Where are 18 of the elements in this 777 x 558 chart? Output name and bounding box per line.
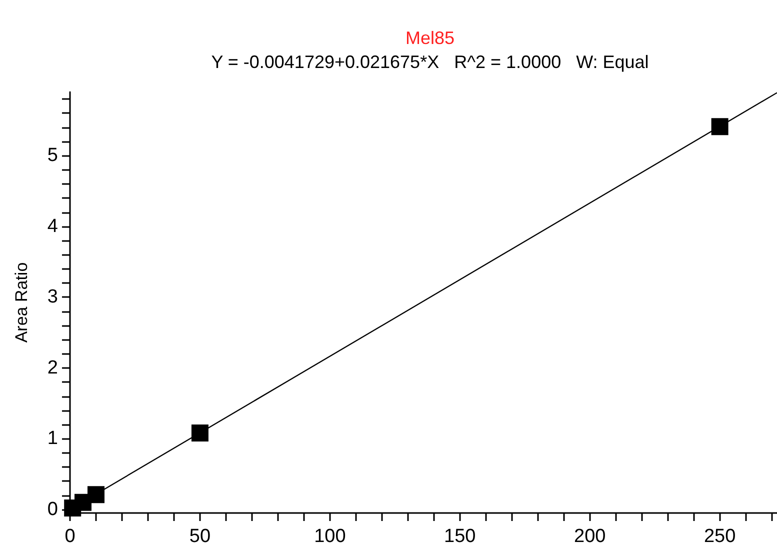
y-tick-label: 2 [47,357,58,378]
x-tick-label: 100 [314,526,346,547]
point [711,118,728,136]
y-tick-label: 1 [47,428,58,450]
y-tick-label: 3 [47,286,58,308]
chart-title: Mel85 [405,28,455,48]
y-tick-label: 4 [47,216,58,237]
x-tick-label: 0 [64,526,76,547]
y-tick-label: 5 [47,145,58,166]
x-tick-label: 200 [574,526,606,547]
y-axis-title: Area Ratio [12,262,31,343]
x-tick-label: 150 [444,526,476,547]
chart-subtitle: Y = -0.0041729+0.021675*X R^2 = 1.0000 W: Equal [211,52,649,72]
x-tick-label: 250 [704,526,736,547]
x-tick-label: 50 [189,526,211,547]
point [191,424,208,442]
point [87,486,104,504]
y-tick-label: 0 [47,498,58,520]
